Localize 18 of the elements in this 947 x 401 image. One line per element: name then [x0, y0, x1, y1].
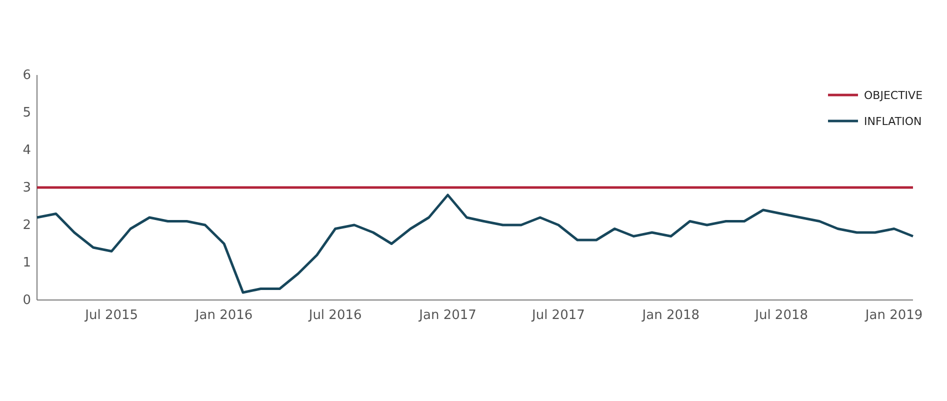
y-tick-label: 4: [22, 143, 31, 158]
y-tick-label: 1: [22, 256, 31, 271]
legend-label: INFLATION: [864, 115, 922, 128]
legend-label: OBJECTIVE: [864, 89, 923, 102]
x-tick-label: Jul 2018: [754, 308, 808, 324]
x-tick-label: Jan 2016: [194, 308, 253, 324]
x-tick-label: Jul 2016: [308, 308, 362, 324]
y-tick-label: 5: [22, 106, 31, 121]
y-tick-label: 0: [22, 293, 31, 308]
x-tick-label: Jan 2018: [641, 308, 700, 324]
x-tick-label: Jan 2019: [864, 308, 923, 324]
x-tick-label: Jul 2017: [530, 308, 585, 324]
line-series: [36, 194, 914, 294]
y-tick-label: 2: [22, 218, 31, 234]
y-tick-label: 6: [22, 68, 31, 84]
x-tick-label: Jan 2017: [418, 308, 476, 324]
y-tick-label: 3: [22, 180, 31, 196]
x-tick-label: Jul 2015: [84, 308, 138, 324]
